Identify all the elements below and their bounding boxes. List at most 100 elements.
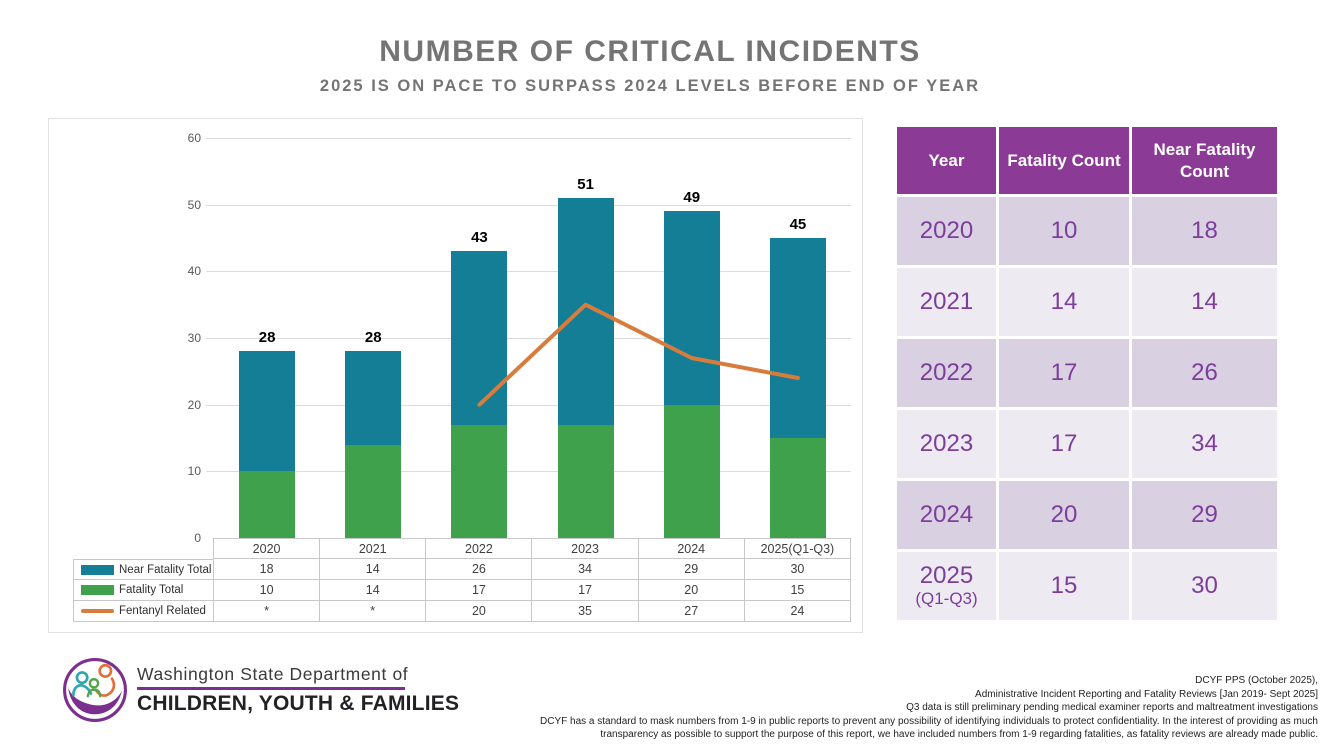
summary-near-fatality-cell: 34 [1132,410,1277,478]
gridline [206,204,851,206]
footnote-line: DCYF has a standard to mask numbers from… [540,715,1318,727]
summary-year-cell: 2025 (Q1-Q3) [897,552,996,620]
gridline [206,404,851,406]
bar-total-label: 45 [789,216,807,233]
logo-divider [137,687,405,690]
near-fatality-bar-segment [345,351,402,445]
data-table-value-cell: 30 [744,559,851,580]
bar-total-label: 28 [258,329,276,347]
y-axis-tick-label: 20 [187,397,201,412]
y-axis-tick-label: 30 [187,331,201,345]
summary-year-cell: 2024 [897,481,996,549]
legend-series-label: Fentanyl Related [119,605,206,617]
dcyf-logo-icon [63,658,127,722]
footnotes: DCYF PPS (October 2025), Administrative I… [468,674,1318,742]
y-axis-tick-label: 10 [187,464,201,479]
summary-year-cell: 2022 [897,339,996,407]
footnote-line: Q3 data is still preliminary pending med… [906,702,1318,714]
data-table-year-header: 2023 [532,538,639,559]
legend-series-label: Near Fatality Total [119,563,212,576]
summary-header-cell: Fatality Count [999,127,1129,194]
fatality-bar-segment [451,424,508,538]
bar-total-label: 51 [577,176,594,193]
fatality-bar-segment [239,471,296,538]
data-table-value-cell: 35 [532,601,639,622]
data-table-value-cell: 20 [426,601,533,622]
page-title: NUMBER OF CRITICAL INCIDENTS [379,35,921,68]
summary-near-fatality-cell: 30 [1132,552,1277,620]
summary-fatality-cell: 15 [999,552,1129,620]
near-fatality-bar-segment [239,351,296,472]
summary-year-cell: 2020 [897,197,996,265]
data-table-year-header: 2020 [214,538,321,559]
summary-fatality-cell: 17 [999,410,1129,478]
gridline [206,471,851,473]
legend-key-cell: Near Fatality Total [73,559,214,580]
summary-fatality-cell: 14 [999,268,1129,336]
data-table-year-header: 2021 [320,538,427,559]
footnote-line: DCYF PPS (October 2025), [1195,675,1318,686]
bar-total-label: 43 [471,229,488,247]
page-subtitle: 2025 IS ON PACE TO SURPASS 2024 LEVELS B… [319,77,981,95]
legend-key-cell: Fatality Total [73,580,214,601]
gridline [206,138,851,139]
critical-incidents-chart: 0 10 20 30 40 50 60 28 28 43 51 49 45 2020 2021 2022 2… [48,118,863,633]
data-table-value-cell: * [320,601,427,622]
data-table-value-cell: * [214,601,321,622]
fatality-bar-segment [769,438,826,538]
data-table-value-cell: 17 [426,580,533,601]
logo-agency-line: CHILDREN, YOUTH & FAMILIES [137,691,460,715]
footnote-line: Administrative Incident Reporting and Fa… [975,688,1318,700]
summary-header-cell: Year [897,127,996,194]
data-table-value-cell: 17 [532,580,639,601]
near-fatality-bar-segment [451,251,508,425]
summary-near-fatality-cell: 18 [1132,197,1277,265]
legend-color-swatch [81,585,114,595]
y-axis-tick-label: 60 [187,131,201,145]
logo-department-line: Washington State Department of [137,664,409,685]
data-table-value-cell: 34 [532,559,639,580]
legend-color-swatch [81,564,114,575]
fatality-bar-segment [557,424,614,538]
dcyf-logo-text: Washington State Department of CHILDREN,… [137,664,459,716]
data-table-year-header: 2022 [426,538,533,559]
data-table-year-header: 2025(Q1-Q3) [744,538,851,559]
data-table-value-cell: 14 [320,559,427,580]
bar-total-label: 28 [364,329,382,347]
bar-total-label: 49 [683,189,701,207]
legend-line-swatch [81,609,114,613]
summary-near-fatality-cell: 14 [1132,268,1277,336]
dcyf-logo: Washington State Department of CHILDREN,… [62,657,459,723]
summary-year-cell: 2023 [897,410,996,478]
data-table-value-cell: 29 [638,559,745,580]
summary-fatality-cell: 10 [999,197,1129,265]
data-table-value-cell: 27 [638,601,745,622]
data-table-value-cell: 14 [320,580,427,601]
chart-data-table: 2020 2021 2022 2023 2024 2025(Q1-Q3) Near Fata… [73,538,851,622]
data-table-year-header: 2024 [638,538,745,559]
near-fatality-bar-segment [769,238,826,438]
gridline [206,338,851,339]
data-table-value-cell: 26 [426,559,533,580]
data-table-value-cell: 20 [638,580,745,601]
near-fatality-bar-segment [663,211,720,405]
data-table-value-cell: 18 [214,559,321,580]
data-table-value-cell: 24 [744,601,851,622]
summary-header-cell: Near Fatality Count [1132,127,1277,194]
footnote-line: transparency as possible to support the … [600,729,1318,741]
gridline [206,271,851,273]
fatality-bar-segment [663,404,720,538]
summary-year-subtext: (Q1-Q3) [915,588,978,608]
fatality-bar-segment [345,444,402,538]
data-table-value-cell: 10 [214,580,321,601]
summary-fatality-cell: 20 [999,481,1129,549]
y-axis-tick-label: 40 [187,264,201,279]
summary-near-fatality-cell: 26 [1132,339,1277,407]
legend-series-label: Fatality Total [119,584,184,596]
summary-near-fatality-cell: 29 [1132,481,1277,549]
summary-fatality-cell: 17 [999,339,1129,407]
data-table-value-cell: 15 [744,580,851,601]
near-fatality-bar-segment [557,198,614,425]
data-table-corner-cell [73,538,214,559]
summary-year-cell: 2021 [897,268,996,336]
